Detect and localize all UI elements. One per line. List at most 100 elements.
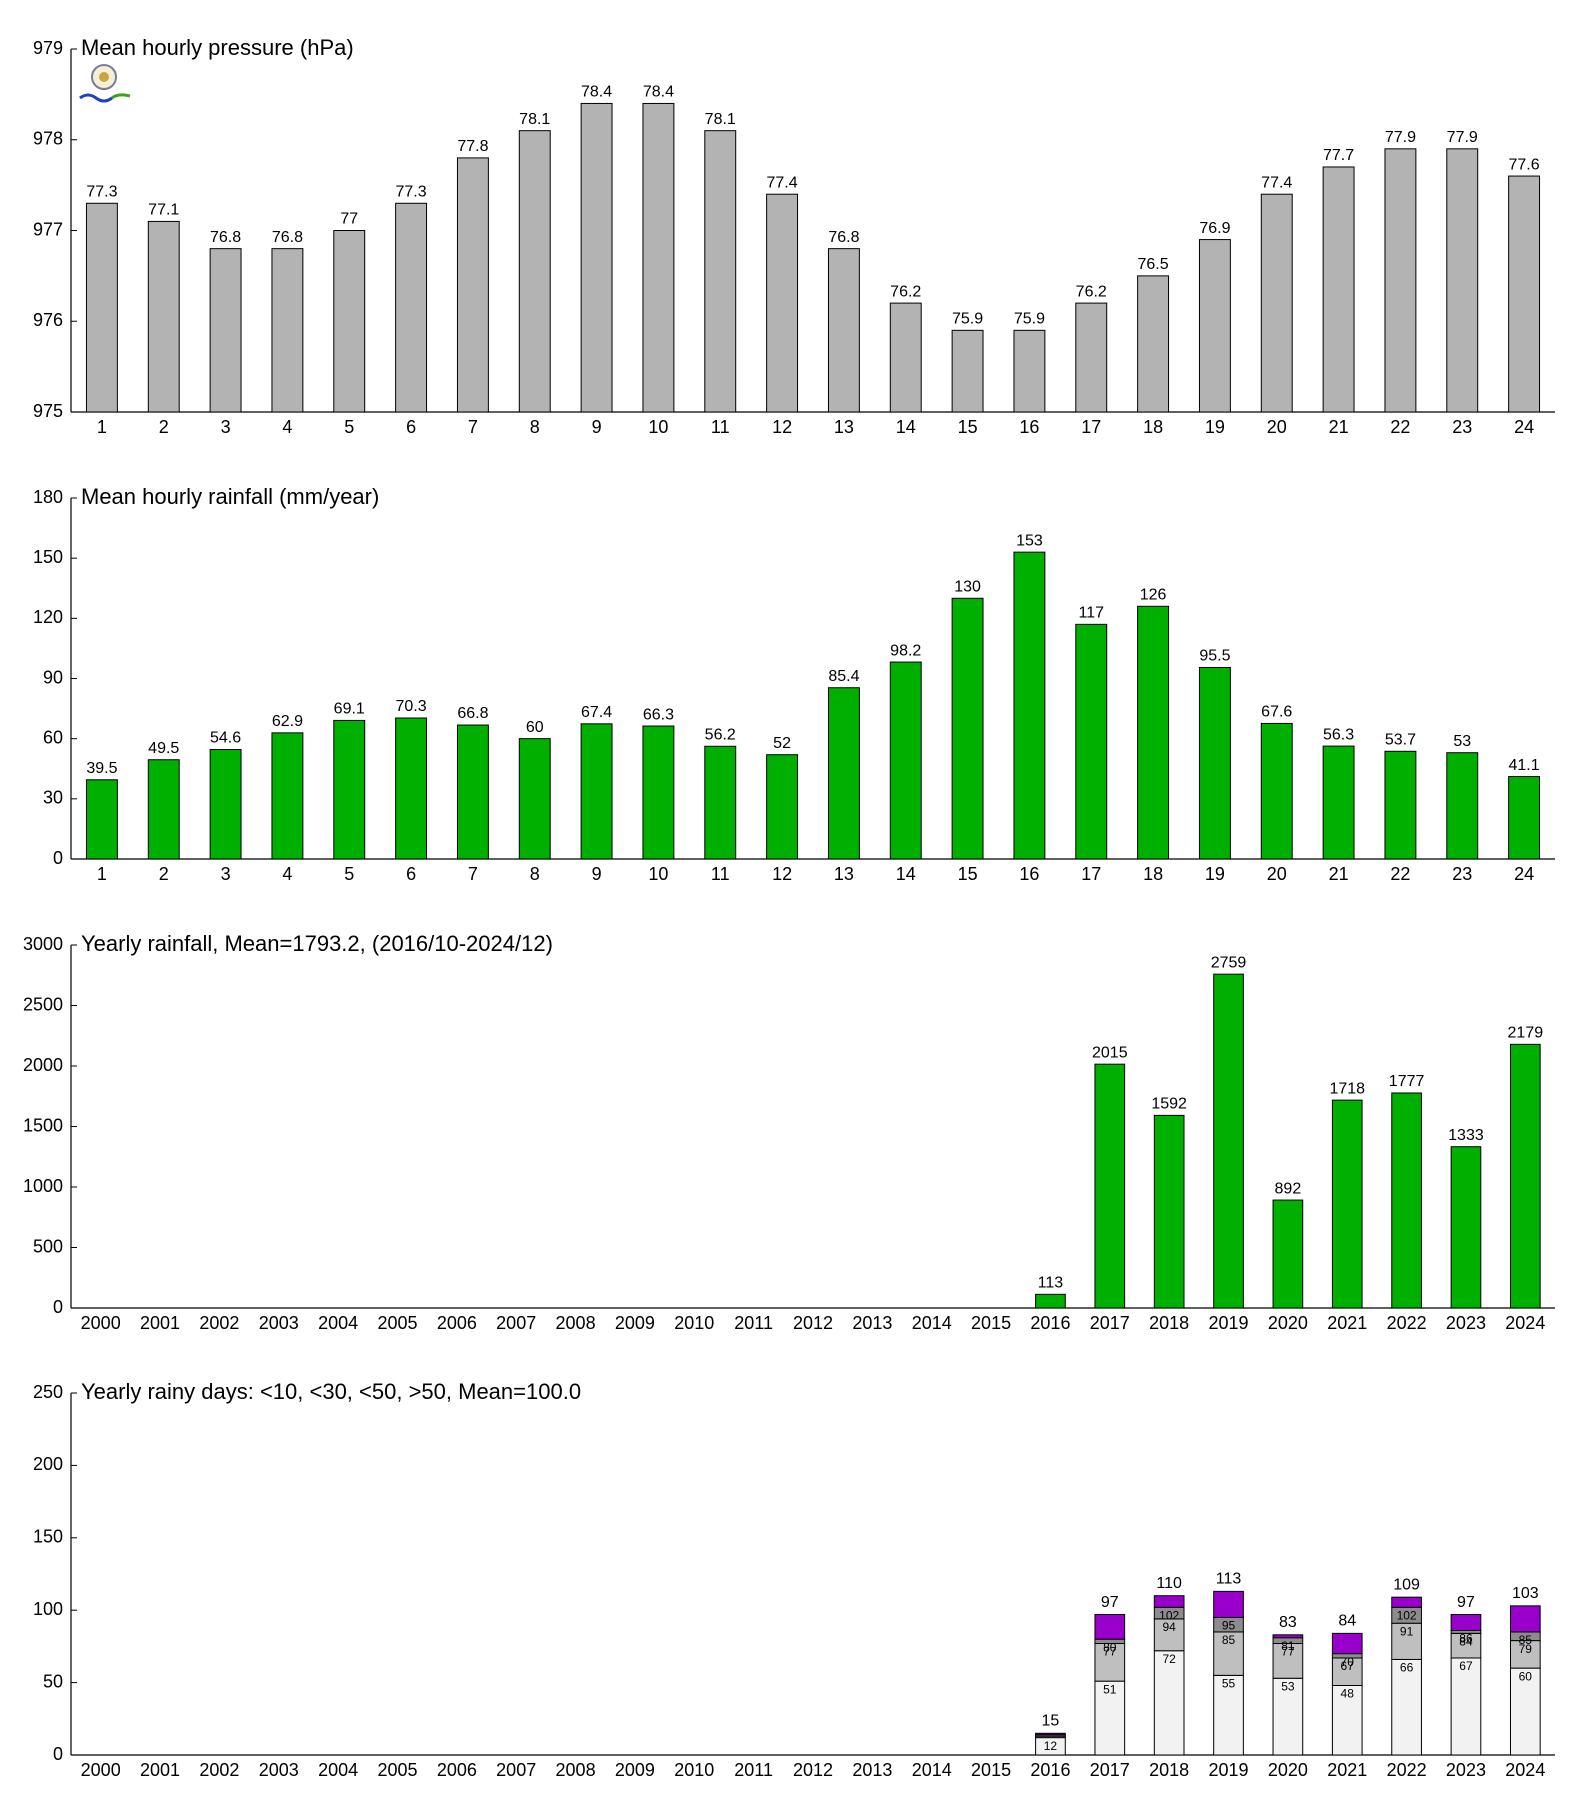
- x-tick-label: 2017: [1090, 1313, 1130, 1333]
- bar: [580, 723, 613, 860]
- bar: [889, 302, 922, 413]
- bar: [1322, 745, 1355, 860]
- x-tick-label: 16: [1019, 417, 1039, 437]
- segment-label: 77: [1281, 1645, 1295, 1659]
- x-tick-label: 2017: [1090, 1760, 1130, 1780]
- value-label: 78.1: [705, 111, 736, 128]
- bar: [147, 759, 180, 860]
- x-tick-label: 7: [468, 864, 478, 884]
- bar: [827, 687, 860, 860]
- y-tick-label: 50: [43, 1671, 63, 1691]
- bar: [580, 102, 613, 413]
- x-tick-label: 2007: [496, 1313, 536, 1333]
- bar-segment: [1094, 1614, 1126, 1640]
- bar: [85, 202, 118, 413]
- x-tick-label: 2003: [259, 1760, 299, 1780]
- value-label: 2179: [1508, 1025, 1544, 1042]
- segment-label: 84: [1459, 1635, 1473, 1649]
- logo: [79, 64, 131, 103]
- x-tick-label: 2019: [1208, 1313, 1248, 1333]
- value-label: 78.4: [643, 84, 674, 101]
- y-tick-label: 1000: [23, 1176, 63, 1196]
- value-label: 62.9: [272, 713, 303, 730]
- bar-segment: [1094, 1680, 1126, 1756]
- x-tick-label: 11: [711, 417, 730, 437]
- bar: [642, 725, 675, 860]
- x-tick-label: 2001: [140, 1313, 180, 1333]
- bar: [1384, 750, 1417, 860]
- segment-label: 70: [1341, 1655, 1355, 1669]
- bar: [271, 248, 304, 413]
- segment-label: 55: [1222, 1677, 1236, 1691]
- x-tick-label: 2018: [1149, 1313, 1189, 1333]
- x-tick-label: 18: [1143, 417, 1163, 437]
- value-label: 66.8: [457, 705, 488, 722]
- bar: [1508, 175, 1541, 413]
- value-label: 53.7: [1385, 732, 1416, 749]
- x-tick-label: 2020: [1268, 1313, 1308, 1333]
- y-tick-label: 976: [33, 310, 63, 330]
- bar: [1508, 776, 1541, 860]
- y-tick-label: 977: [33, 219, 63, 239]
- bar: [456, 724, 489, 860]
- bar: [1272, 1199, 1304, 1309]
- value-label: 49.5: [148, 740, 179, 757]
- y-tick-label: 200: [33, 1454, 63, 1474]
- bar-segment: [1450, 1632, 1482, 1659]
- y-tick-label: 978: [33, 129, 63, 149]
- value-label: 77.4: [767, 174, 798, 191]
- bar-segment: [1331, 1632, 1363, 1655]
- x-tick-label: 6: [406, 864, 416, 884]
- value-label: 76.2: [1076, 283, 1107, 300]
- segment-label: 94: [1162, 1620, 1176, 1634]
- bar-segment: [1153, 1595, 1185, 1608]
- x-tick-label: 2007: [496, 1760, 536, 1780]
- y-tick-label: 0: [53, 1744, 63, 1764]
- bar-segment: [1509, 1667, 1541, 1756]
- x-tick-label: 2010: [674, 1760, 714, 1780]
- value-label: 95.5: [1199, 648, 1230, 665]
- segment-label: 95: [1222, 1619, 1236, 1633]
- x-tick-label: 19: [1205, 417, 1225, 437]
- x-tick-label: 2003: [259, 1313, 299, 1333]
- x-tick-label: 2008: [556, 1313, 596, 1333]
- bar: [1446, 148, 1479, 413]
- bar-segment: [1153, 1650, 1185, 1756]
- value-label: 130: [954, 578, 981, 595]
- x-tick-label: 2010: [674, 1313, 714, 1333]
- x-tick-label: 13: [834, 864, 854, 884]
- bar: [209, 748, 242, 860]
- value-label: 1592: [1151, 1096, 1187, 1113]
- total-label: 110: [1156, 1575, 1182, 1592]
- value-label: 77.4: [1261, 174, 1292, 191]
- value-label: 77.9: [1447, 129, 1478, 146]
- x-tick-label: 2006: [437, 1313, 477, 1333]
- value-label: 54.6: [210, 730, 241, 747]
- x-tick-label: 2023: [1446, 1313, 1486, 1333]
- x-tick-label: 15: [958, 864, 978, 884]
- x-tick-label: 21: [1329, 417, 1349, 437]
- value-label: 77.9: [1385, 129, 1416, 146]
- bar: [271, 732, 304, 860]
- bar: [1391, 1092, 1422, 1309]
- x-tick-label: 2011: [734, 1313, 773, 1333]
- value-label: 1718: [1329, 1080, 1365, 1097]
- x-tick-label: 2009: [615, 1760, 655, 1780]
- y-tick-label: 979: [33, 38, 63, 58]
- y-tick-label: 90: [43, 667, 63, 687]
- x-tick-label: 18: [1143, 864, 1163, 884]
- bar: [704, 745, 737, 860]
- x-tick-label: 2000: [81, 1313, 121, 1333]
- x-tick-label: 2024: [1505, 1760, 1545, 1780]
- value-label: 41.1: [1509, 757, 1540, 774]
- y-tick-label: 500: [33, 1236, 63, 1256]
- x-tick-label: 2000: [81, 1760, 121, 1780]
- bar: [1213, 973, 1244, 1309]
- chart-title: Yearly rainy days: <10, <30, <50, >50, M…: [81, 1379, 581, 1404]
- value-label: 75.9: [952, 311, 983, 328]
- x-tick-label: 9: [592, 864, 602, 884]
- value-label: 77: [340, 211, 358, 228]
- bar: [1260, 193, 1293, 413]
- total-label: 109: [1393, 1576, 1420, 1593]
- bar: [395, 202, 428, 413]
